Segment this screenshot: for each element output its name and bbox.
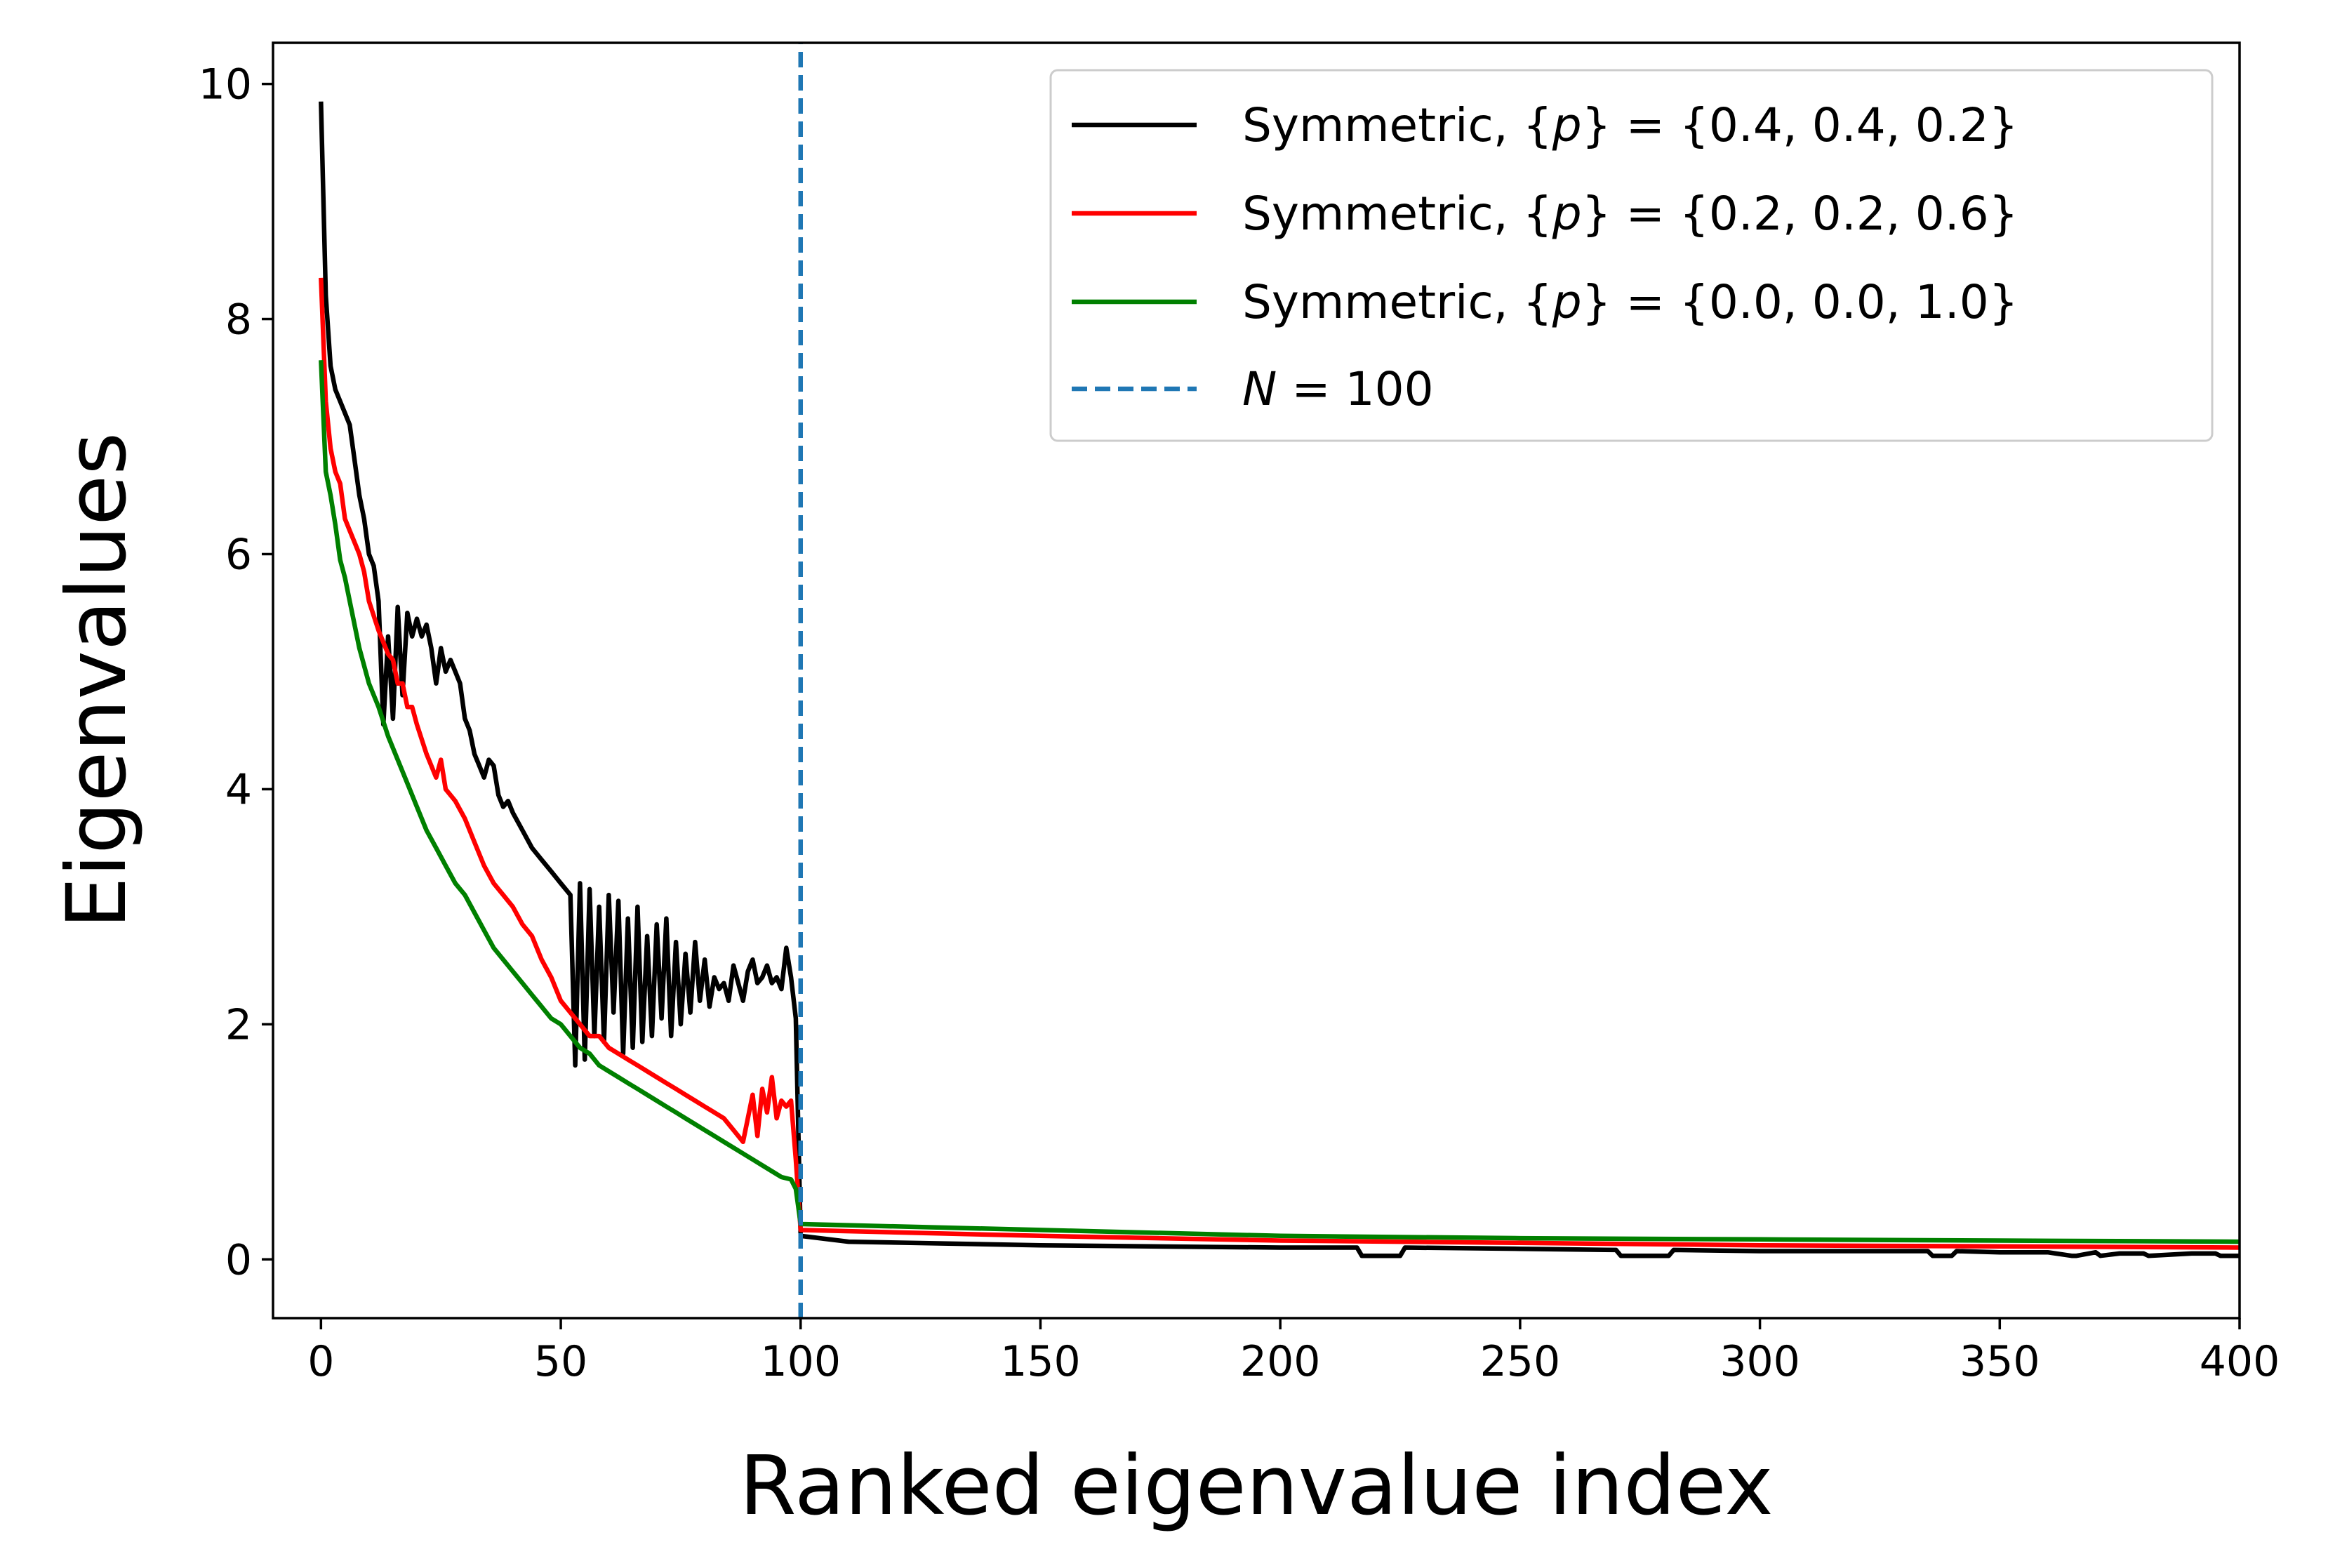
x-tick-label: 200 bbox=[1240, 1337, 1321, 1386]
y-tick-label: 10 bbox=[199, 60, 252, 109]
x-tick-label: 50 bbox=[534, 1337, 587, 1386]
x-tick-label: 100 bbox=[760, 1337, 841, 1386]
series-line-1 bbox=[319, 101, 2240, 1258]
x-axis-label: Ranked eigenvalue index bbox=[739, 1437, 1773, 1534]
x-axis-ticks: 0 50 100 150 200 250 300 350 400 bbox=[307, 1318, 2280, 1386]
y-axis-label: Eigenvalues bbox=[48, 432, 145, 929]
x-tick-label: 400 bbox=[2200, 1337, 2280, 1386]
legend-label: Symmetric, {p} = {0.4, 0.4, 0.2} bbox=[1242, 98, 2018, 152]
y-tick-label: 6 bbox=[225, 530, 252, 579]
legend-label: Symmetric, {p} = {0.0, 0.0, 1.0} bbox=[1242, 275, 2018, 329]
axes-frame bbox=[272, 41, 2241, 1320]
legend-label: Symmetric, {p} = {0.2, 0.2, 0.6} bbox=[1242, 187, 2018, 241]
y-tick-label: 2 bbox=[225, 1000, 252, 1049]
legend-box bbox=[1049, 69, 2214, 442]
y-tick-label: 8 bbox=[225, 295, 252, 345]
x-tick-label: 300 bbox=[1720, 1337, 1800, 1386]
x-tick-label: 0 bbox=[307, 1337, 334, 1386]
series-line-2 bbox=[319, 277, 2240, 1250]
y-tick-label: 0 bbox=[225, 1235, 252, 1284]
x-tick-label: 350 bbox=[1960, 1337, 2040, 1386]
legend: Symmetric, {p} = {0.4, 0.4, 0.2} Symmetri… bbox=[1049, 69, 2214, 442]
x-tick-label: 150 bbox=[1000, 1337, 1081, 1386]
x-tick-label: 250 bbox=[1480, 1337, 1561, 1386]
y-tick-label: 4 bbox=[225, 765, 252, 814]
legend-label: N = 100 bbox=[1242, 362, 1434, 416]
y-axis-ticks: 0 2 4 6 8 10 bbox=[199, 60, 273, 1284]
plot-area bbox=[319, 43, 2240, 1318]
series-line-3 bbox=[319, 360, 2240, 1244]
